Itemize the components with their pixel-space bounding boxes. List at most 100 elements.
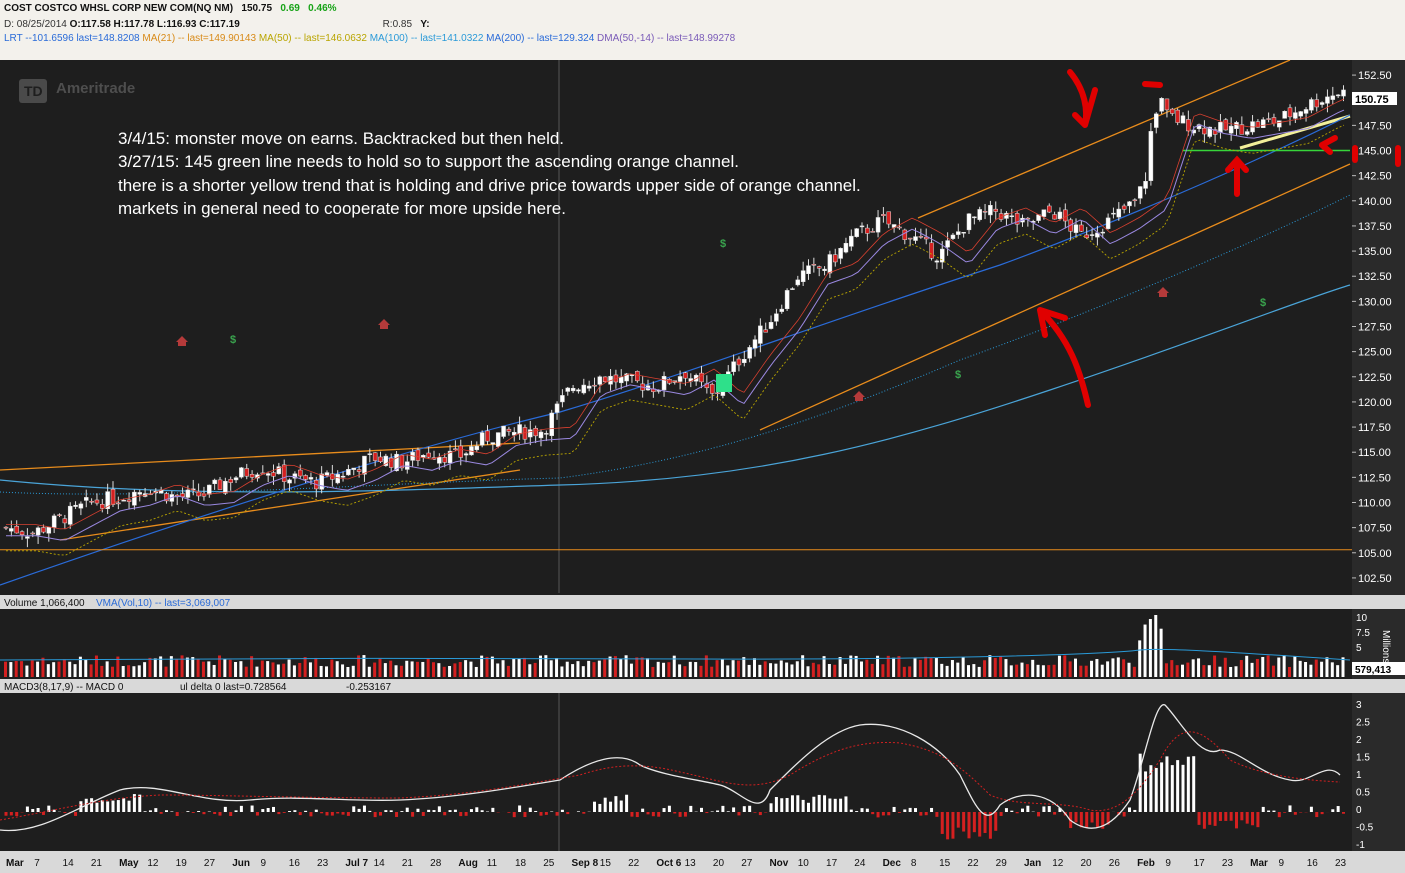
macd-histogram-bar — [614, 796, 618, 812]
symbol-title: COST COSTCO WHSL CORP NEW COM(NQ NM) — [4, 3, 234, 14]
candle-body — [1202, 127, 1207, 135]
candle-body — [57, 514, 62, 516]
volume-bar — [1036, 664, 1040, 677]
macd-histogram-bar — [1101, 812, 1105, 829]
candle-body — [1271, 117, 1277, 124]
macd-histogram-bar — [865, 808, 869, 812]
volume-bar — [437, 663, 441, 677]
candle-body — [913, 236, 918, 241]
candle-body — [982, 211, 988, 213]
candle-body — [1309, 99, 1314, 111]
macd-header — [0, 679, 1405, 693]
volume-bar — [180, 655, 184, 677]
volume-bar — [480, 655, 484, 677]
macd-histogram-bar — [159, 812, 163, 814]
macd-histogram-bar — [817, 794, 821, 812]
macd-histogram-bar — [52, 809, 56, 812]
macd-histogram-bar — [154, 808, 158, 812]
macd-histogram-bar — [298, 812, 302, 816]
arrow-down — [1067, 69, 1098, 128]
price-tick-label: 145.00 — [1358, 146, 1392, 158]
time-axis-label: 26 — [1109, 858, 1121, 869]
candle-body — [223, 481, 228, 494]
macd-label-rest: ul delta 0 last=0.728564 — [180, 682, 287, 693]
last-price-tag-text: 150.75 — [1355, 94, 1389, 106]
macd-histogram-bar — [962, 812, 966, 832]
volume-bar — [474, 666, 478, 677]
volume-bar — [394, 665, 398, 677]
volume-bar — [1277, 657, 1281, 677]
macd-histogram-bar — [924, 812, 928, 816]
macd-histogram-bar — [737, 812, 741, 816]
price-axis-ticks: 152.50150.00147.50145.00142.50140.00137.… — [1352, 70, 1392, 585]
price-tick-label: 137.50 — [1358, 221, 1392, 233]
svg-text:TD: TD — [24, 83, 43, 99]
macd-histogram-bar — [892, 806, 896, 812]
volume-bar — [84, 659, 88, 677]
candle-body — [1079, 224, 1084, 232]
macd-histogram-bar — [469, 809, 473, 812]
volume-bar — [555, 657, 559, 677]
volume-bar — [405, 660, 409, 677]
macd-histogram-bar — [785, 797, 789, 812]
candle-body — [281, 464, 287, 482]
candle-body — [137, 492, 142, 495]
macd-histogram-bar — [9, 812, 13, 816]
macd-histogram-bar — [651, 812, 655, 817]
macd-histogram-bar — [823, 795, 827, 812]
volume-bar — [1127, 662, 1131, 677]
macd-tick-label: -1 — [1356, 840, 1365, 851]
macd-histogram-bar — [753, 812, 757, 813]
macd-histogram-bar — [95, 802, 99, 812]
macd-histogram-bar — [667, 805, 671, 812]
time-axis-label: 19 — [176, 858, 188, 869]
volume-bar — [415, 661, 419, 677]
volume-bar — [1111, 658, 1115, 677]
time-axis-label: 17 — [1194, 858, 1206, 869]
volume-bar — [678, 664, 682, 677]
svg-text:$: $ — [1260, 297, 1266, 309]
macd-histogram-bar — [132, 794, 136, 812]
candle-body — [217, 479, 223, 490]
volume-bar — [758, 664, 762, 677]
candle-body — [292, 473, 298, 479]
candle-body — [1234, 122, 1239, 129]
candle-body — [474, 445, 480, 451]
volume-bar — [624, 655, 628, 677]
macd-histogram-bar — [421, 812, 425, 816]
time-axis-label: Mar — [6, 858, 24, 869]
vma-line — [0, 648, 1351, 661]
time-axis-labels: Mar 7 14 21 May 12 19 27 Jun 9 16 23 Jul 7 14 21 28 Aug 1… — [6, 858, 1347, 869]
volume-bar — [983, 660, 987, 677]
candle-body — [1170, 108, 1175, 114]
candle-body — [512, 432, 517, 436]
volume-bar — [132, 666, 136, 677]
time-axis-label: 16 — [289, 858, 301, 869]
candle-body — [180, 493, 185, 497]
volume-bar — [1202, 665, 1206, 677]
macd-histogram-bar — [1053, 812, 1057, 815]
macd-histogram-bar — [999, 812, 1003, 816]
lrt-line — [0, 114, 1351, 586]
macd-histogram-bar — [325, 812, 329, 816]
volume-bar — [30, 660, 34, 677]
last-price: 150.75 — [241, 3, 273, 14]
macd-histogram-bar — [304, 810, 308, 812]
macd-histogram-bar — [1202, 812, 1206, 829]
candle-body — [335, 474, 340, 484]
candle-body — [827, 254, 833, 274]
volume-bar — [464, 660, 468, 677]
candle-body — [549, 412, 554, 436]
macd-histogram-bar — [1186, 756, 1190, 812]
macd-histogram-bar — [475, 807, 479, 812]
macd-histogram-bar — [1042, 806, 1046, 812]
macd-histogram-bar — [748, 805, 752, 812]
candle-body — [870, 231, 875, 233]
macd-histogram-bar — [1058, 807, 1062, 812]
volume-bar — [1004, 659, 1008, 677]
volume-bar — [1282, 655, 1286, 677]
macd-histogram-bar — [523, 812, 527, 818]
time-axis-label: Dec — [883, 858, 902, 869]
macd-histogram-bar — [839, 798, 843, 812]
